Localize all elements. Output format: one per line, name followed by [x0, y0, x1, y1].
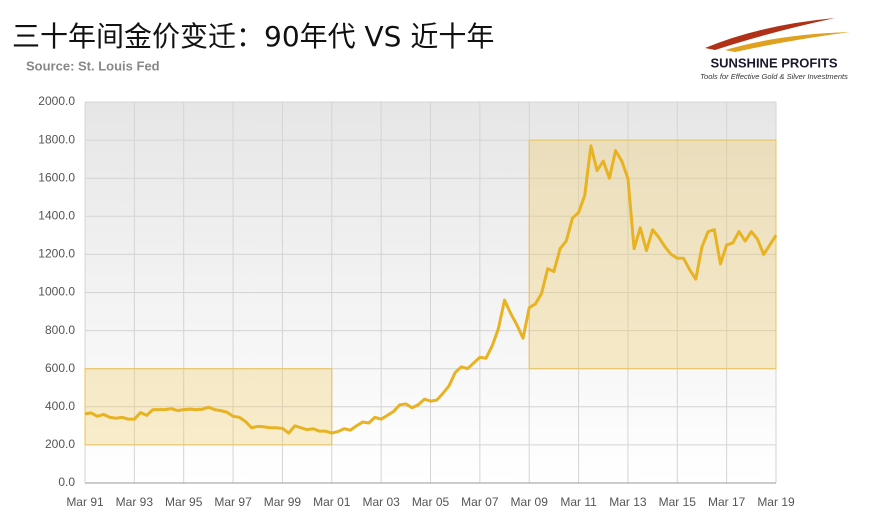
y-tick-label: 200.0: [45, 437, 75, 451]
x-tick-label: Mar 15: [659, 495, 697, 509]
x-tick-label: Mar 05: [412, 495, 450, 509]
logo-name: SUNSHINE PROFITS: [710, 55, 837, 70]
x-tick-label: Mar 97: [214, 495, 252, 509]
logo-tagline: Tools for Effective Gold & Silver Invest…: [700, 72, 848, 81]
x-tick-label: Mar 09: [511, 495, 549, 509]
price-line: [84, 144, 778, 435]
x-tick-label: Mar 01: [313, 495, 351, 509]
y-tick-label: 800.0: [45, 323, 75, 337]
plot-layer: 0.0 200.0 400.0 600.0 800.0 1000.0 1200.0 1400.…: [38, 94, 795, 509]
y-tick-label: 600.0: [45, 361, 75, 375]
y-tick-label: 400.0: [45, 399, 75, 413]
x-tick-label: Mar 93: [116, 495, 154, 509]
chart-title: 三十年间金价变迁：90年代 VS 近十年: [12, 20, 494, 53]
chart-subtitle: Source: St. Louis Fed: [26, 58, 160, 73]
y-tick-label: 1200.0: [38, 247, 75, 261]
x-tick-label: Mar 95: [165, 495, 203, 509]
logo-swoosh: [725, 32, 850, 52]
x-tick-label: Mar 19: [757, 495, 795, 509]
logo-swoosh: [705, 18, 835, 50]
x-tick-label: Mar 13: [609, 495, 647, 509]
x-tick-label: Mar 17: [708, 495, 746, 509]
logo: SUNSHINE PROFITS Tools for Effective Gol…: [700, 18, 850, 81]
x-tick-label: Mar 03: [362, 495, 400, 509]
x-tick-label: Mar 91: [66, 495, 104, 509]
y-tick-label: 1600.0: [38, 170, 75, 184]
y-tick-label: 2000.0: [38, 94, 75, 108]
highlight-box: [528, 139, 777, 370]
x-tick-label: Mar 99: [264, 495, 302, 509]
y-tick-label: 0.0: [58, 475, 75, 489]
x-tick-label: Mar 11: [560, 495, 597, 509]
y-tick-label: 1400.0: [38, 208, 75, 222]
x-tick-label: Mar 07: [461, 495, 499, 509]
y-tick-label: 1000.0: [38, 285, 75, 299]
y-tick-label: 1800.0: [38, 132, 75, 146]
